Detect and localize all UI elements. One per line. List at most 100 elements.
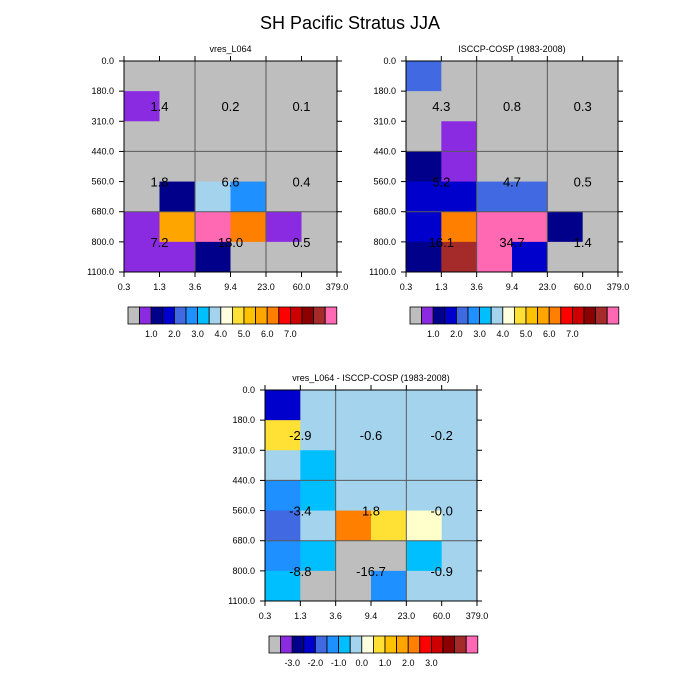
heatmap-cell: [406, 390, 443, 421]
heatmap-cell: [266, 181, 302, 213]
y-tick-label: 560.0: [232, 506, 255, 516]
x-tick-label: 3.6: [329, 611, 342, 621]
legend-label: -2.0: [308, 658, 324, 668]
heatmap-cell: [124, 91, 160, 122]
heatmap-cell: [371, 480, 407, 512]
x-tick-label: 1.3: [435, 282, 448, 292]
y-tick-label: 560.0: [373, 177, 396, 187]
heatmap-cell: [300, 390, 337, 421]
heatmap-cell: [335, 450, 372, 481]
y-tick-label: 180.0: [91, 86, 114, 96]
heatmap-cell: [582, 61, 619, 92]
data-label: 1.4: [574, 235, 592, 250]
legend-swatch: [255, 306, 268, 325]
heatmap-cell: [195, 61, 231, 92]
legend-label: 2.0: [402, 658, 415, 668]
heatmap-cell: [265, 450, 301, 481]
heatmap-cell: [265, 390, 301, 421]
legend-label: 5.0: [238, 329, 251, 339]
data-label: 34.7: [499, 235, 524, 250]
heatmap-cell: [124, 181, 160, 213]
heatmap-cell: [371, 420, 407, 451]
legend-swatch: [583, 306, 597, 325]
legend-swatch: [349, 635, 363, 654]
heatmap-cell: [406, 241, 442, 273]
panel-3: vres_L064 - ISCCP-COSP (1983-2008) 0.3 1.3…: [228, 373, 488, 668]
legend-label: 1.0: [145, 329, 158, 339]
heatmap-cell: [230, 211, 267, 243]
heatmap-cell: [300, 570, 337, 602]
data-label: 18.0: [218, 235, 243, 250]
data-label: -0.9: [430, 564, 452, 579]
heatmap-cell: [406, 420, 443, 451]
heatmap-cell: [124, 121, 160, 152]
heatmap-cell: [265, 510, 301, 542]
data-label: -0.0: [430, 504, 452, 519]
legend-label: 3.0: [425, 658, 438, 668]
y-tick-label: 800.0: [232, 566, 255, 576]
data-label: 6.6: [221, 175, 239, 190]
heatmap-cell: [266, 211, 302, 243]
heatmap-cell: [441, 151, 478, 183]
legend-swatch: [442, 635, 456, 654]
heatmap-cell: [441, 121, 478, 152]
legend-swatch: [595, 306, 608, 325]
heatmap-cell: [476, 121, 513, 152]
heatmap-cell: [441, 211, 478, 243]
legend-swatch: [548, 306, 562, 325]
legend-swatch: [572, 306, 585, 325]
heatmap-cell: [406, 570, 443, 602]
legend-swatch: [606, 306, 620, 325]
heatmap-cell: [265, 570, 301, 602]
heatmap-cell: [441, 480, 478, 512]
heatmap-cell: [266, 151, 302, 183]
legend-swatch: [419, 635, 432, 654]
legend-swatch: [208, 306, 222, 325]
legend-label: -1.0: [331, 658, 347, 668]
heatmap-cell: [582, 121, 619, 152]
heatmap-cell: [547, 91, 584, 122]
legend: 1.0 2.0 3.0 4.0 5.0 6.0 7.0: [409, 306, 620, 339]
heatmap-cell: [441, 450, 478, 481]
legend-swatch: [537, 306, 550, 325]
heatmap-cell: [406, 91, 442, 122]
y-tick-label: 0.0: [101, 56, 114, 66]
heatmap-cell: [195, 91, 231, 122]
legend-swatch: [197, 306, 210, 325]
x-tick-label: 60.0: [433, 611, 451, 621]
panel-title: vres_L064: [209, 44, 251, 54]
heatmap-cell: [230, 121, 267, 152]
heatmap-cell: [512, 91, 548, 122]
heatmap-cell: [476, 211, 513, 243]
heatmap-cell: [582, 241, 619, 273]
legend-swatch: [467, 306, 481, 325]
legend-label: 4.0: [497, 329, 510, 339]
heatmap-cell: [300, 450, 337, 481]
data-label: -8.8: [289, 564, 311, 579]
heatmap-cell: [547, 151, 584, 183]
data-label: 1.4: [150, 99, 168, 114]
y-tick-label: 440.0: [373, 146, 396, 156]
heatmap-cell: [265, 480, 301, 512]
data-label: 0.5: [292, 235, 310, 250]
legend-swatch: [421, 306, 434, 325]
heatmap-cell: [195, 211, 231, 243]
heatmap-cell: [547, 121, 584, 152]
heatmap-cell: [582, 181, 619, 213]
x-tick-label: 9.4: [365, 611, 378, 621]
legend-swatch: [407, 635, 421, 654]
x-tick-label: 379.0: [326, 282, 349, 292]
heatmap-cell: [300, 420, 337, 451]
legend-label: 5.0: [520, 329, 533, 339]
legend: 1.0 2.0 3.0 4.0 5.0 6.0 7.0: [127, 306, 338, 339]
heatmap-cell: [441, 241, 478, 273]
legend-label: 0.0: [356, 658, 369, 668]
heatmap-cell: [406, 450, 443, 481]
data-label: -16.7: [356, 564, 386, 579]
heatmap-cell: [300, 480, 337, 512]
legend-swatch: [560, 306, 573, 325]
legend-swatch: [280, 635, 293, 654]
heatmap-cell: [476, 241, 513, 273]
legend-label: 3.0: [191, 329, 204, 339]
